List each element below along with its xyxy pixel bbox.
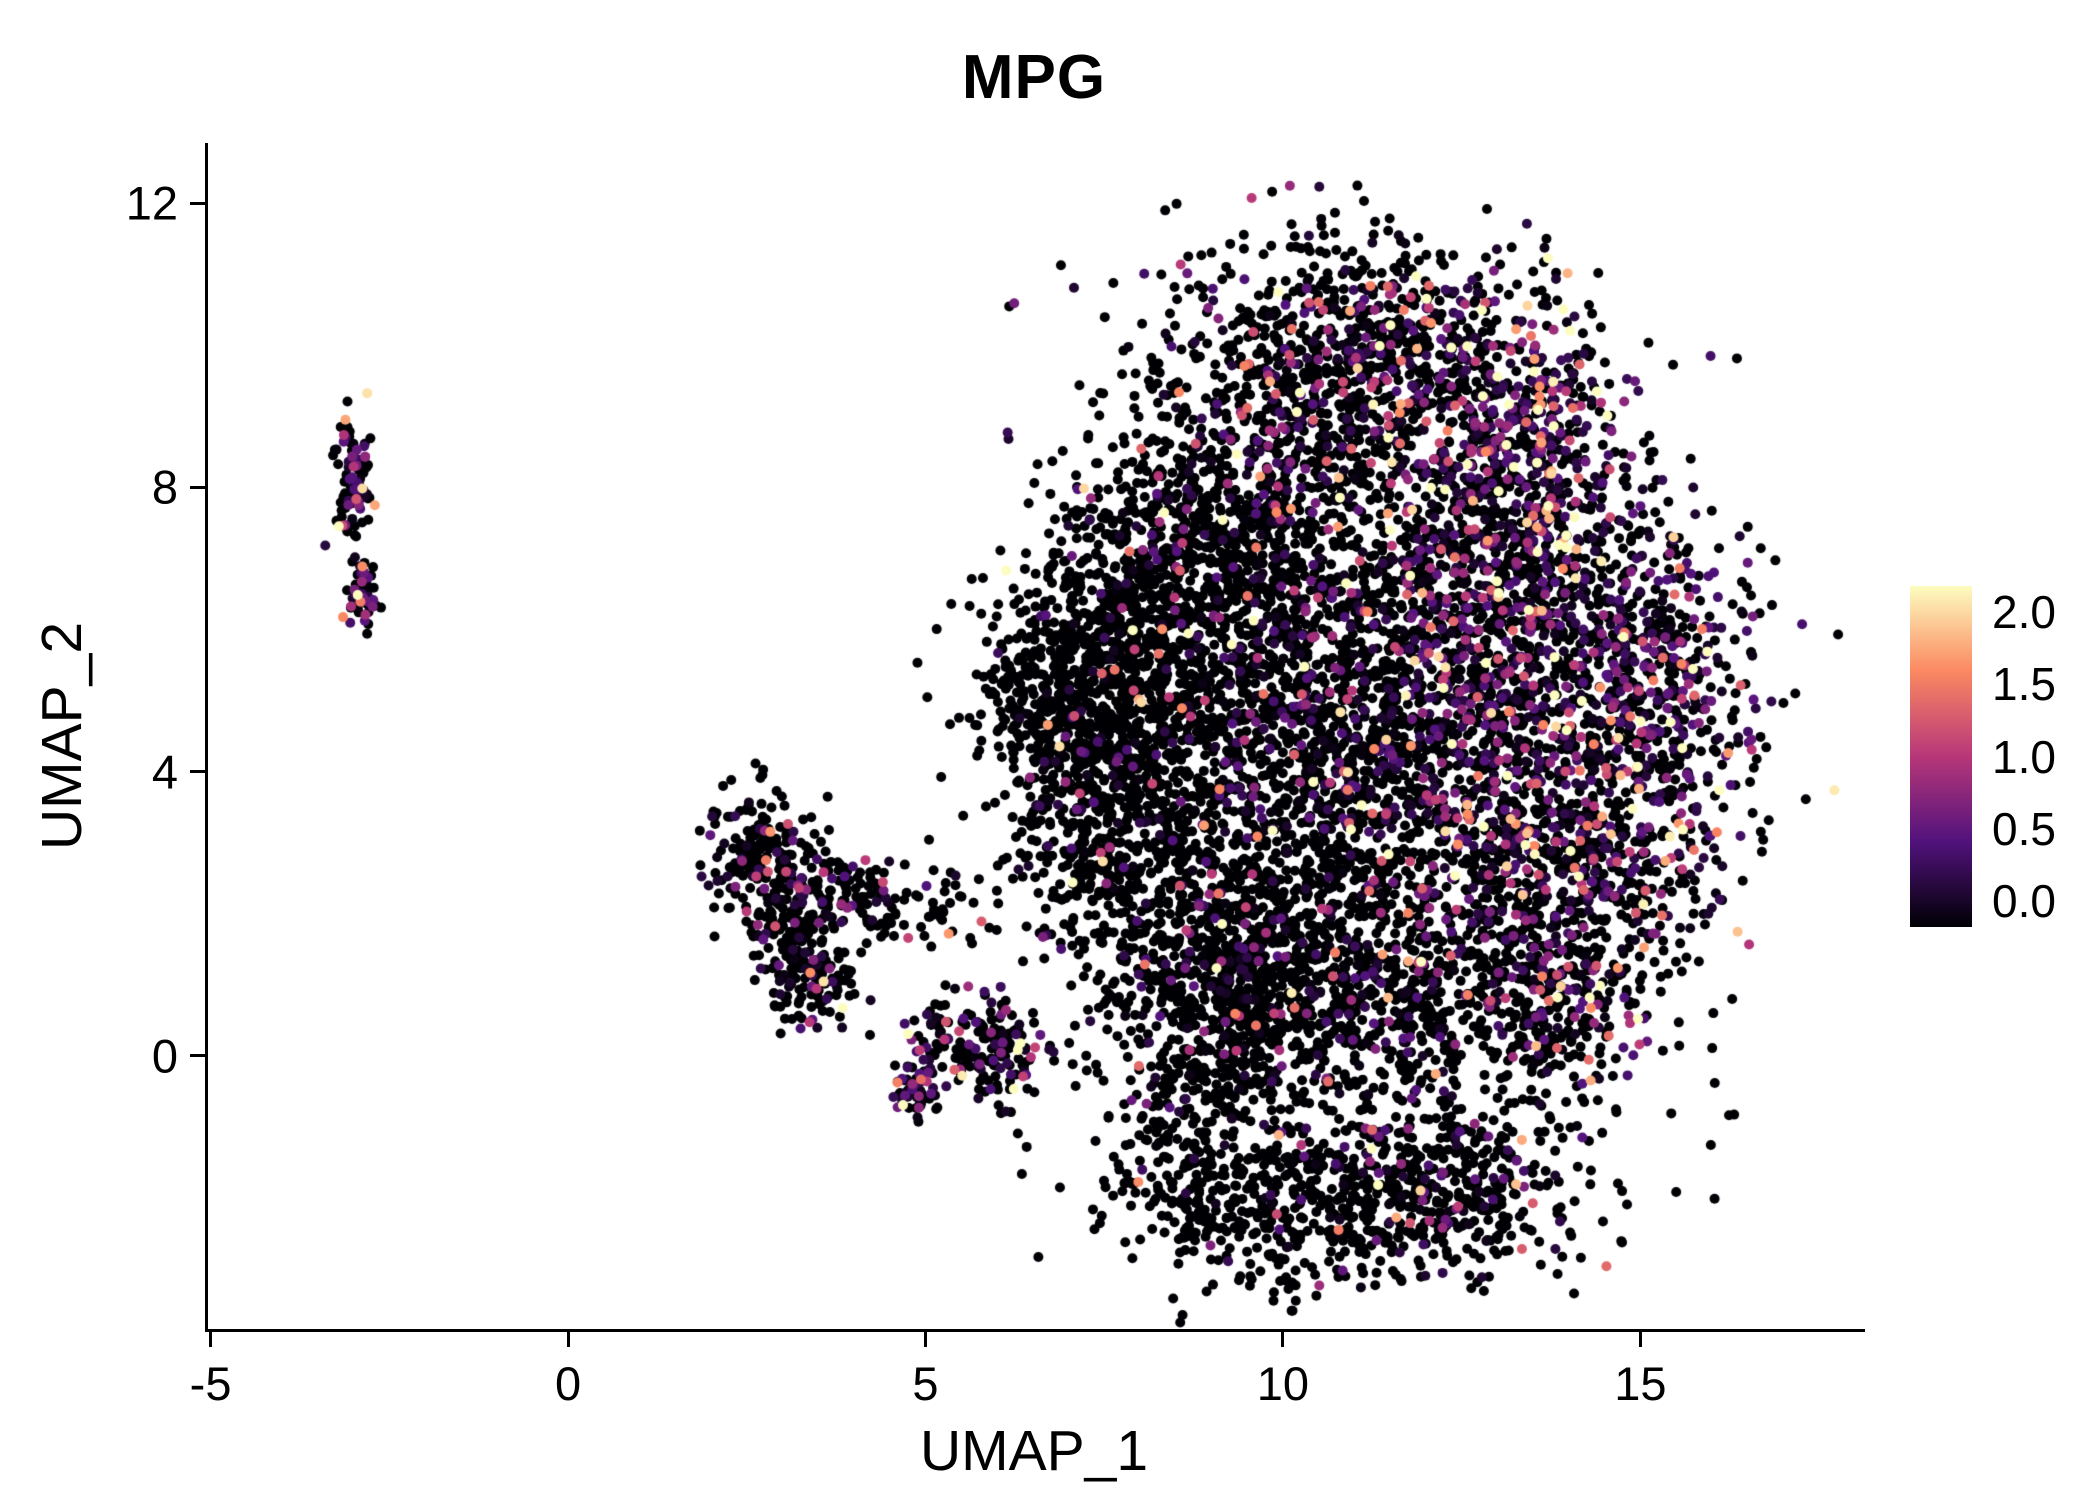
y-tick-label: 8 [151, 460, 178, 514]
y-tick-label: 12 [125, 176, 178, 230]
x-tick-label: -5 [189, 1357, 232, 1410]
y-axis-label: UMAP_2 [30, 621, 94, 851]
colorbar-tick-label: 2.0 [1992, 586, 2056, 638]
colorbar-tick-label: 0.5 [1992, 802, 2056, 855]
x-axis-line [205, 1329, 1865, 1332]
x-tick-mark [1638, 1332, 1642, 1347]
y-tick-mark [190, 1054, 205, 1058]
colorbar-tick-label: 1.5 [1992, 658, 2056, 711]
y-tick-label: 4 [151, 745, 178, 798]
x-tick-label: 5 [912, 1357, 939, 1410]
x-tick-mark [923, 1332, 927, 1347]
y-tick-mark [190, 201, 205, 205]
x-tick-mark [566, 1332, 570, 1347]
colorbar-tick-label: 0.0 [1992, 875, 2056, 927]
y-axis-line [205, 143, 208, 1332]
x-tick-mark [1281, 1332, 1285, 1347]
x-axis-label: UMAP_1 [919, 1419, 1149, 1483]
colorbar-tick-label: 1.0 [1992, 730, 2056, 783]
x-tick-label: 10 [1256, 1357, 1310, 1410]
y-tick-label: 0 [151, 1029, 178, 1083]
x-tick-label: 15 [1614, 1357, 1667, 1410]
colorbar-gradient [1910, 586, 1972, 927]
umap-points-canvas [207, 143, 1862, 1329]
y-tick-mark [190, 770, 205, 773]
plot-title: MPG [961, 43, 1107, 112]
y-tick-mark [190, 485, 205, 489]
x-tick-mark [209, 1332, 213, 1347]
x-tick-label: 0 [554, 1357, 582, 1410]
